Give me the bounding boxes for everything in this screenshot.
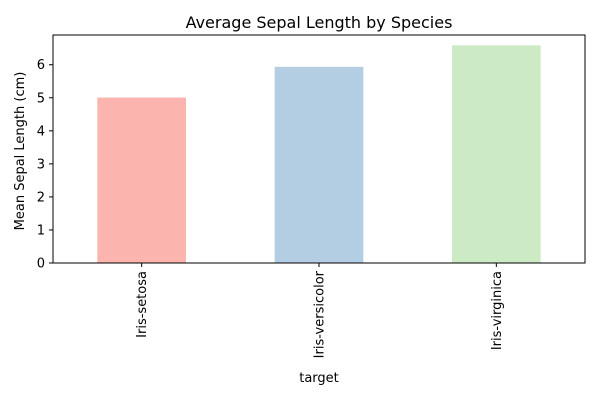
plot-area: 0 1 2 3 4 5 6 Iris-setosa Iris-versicolor Iris-vi… xyxy=(37,34,586,358)
x-tick-label: Iris-virginica xyxy=(490,271,505,350)
y-tick-label: 2 xyxy=(37,190,45,205)
bar-iris-setosa xyxy=(97,97,186,263)
y-tick-label: 1 xyxy=(37,223,45,238)
y-axis-label: Mean Sepal Length (cm) xyxy=(13,72,28,231)
chart-title: Average Sepal Length by Species xyxy=(186,13,453,32)
y-tick-label: 3 xyxy=(37,157,45,172)
x-tick-label: Iris-setosa xyxy=(135,271,150,338)
x-tick-label: Iris-versicolor xyxy=(313,270,328,358)
y-tick-label: 4 xyxy=(37,124,45,139)
y-tick-label: 5 xyxy=(37,91,45,106)
bar-iris-virginica xyxy=(452,45,541,263)
y-tick-label: 6 xyxy=(37,58,45,73)
bar-iris-versicolor xyxy=(274,66,364,263)
x-axis-label: target xyxy=(299,371,339,386)
y-tick-label: 0 xyxy=(37,257,45,272)
